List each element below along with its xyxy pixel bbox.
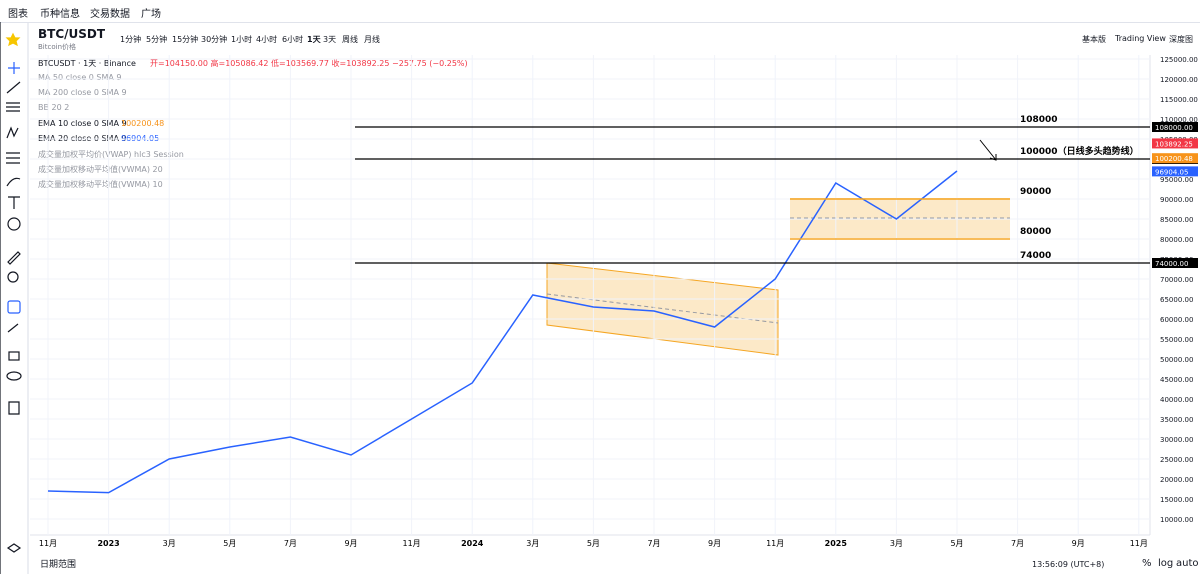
level-label: 100000（日线多头趋势线） <box>1020 145 1139 157</box>
interval[interactable]: 6小时 <box>282 35 304 44</box>
x-tick-label: 9月 <box>344 539 357 548</box>
interval[interactable]: 5分钟 <box>146 35 168 44</box>
interval[interactable]: 周线 <box>342 35 358 44</box>
tab[interactable]: 图表 <box>8 9 28 20</box>
interval[interactable]: 1分钟 <box>120 35 142 44</box>
x-tick-label: 2025 <box>825 539 848 548</box>
left-toolbar <box>0 22 29 574</box>
y-tick-label: 90000.00 <box>1160 196 1193 204</box>
y-tick-label: 45000.00 <box>1160 376 1193 384</box>
price-badge <box>1152 138 1198 149</box>
x-tick-label: 2024 <box>461 539 484 548</box>
y-tick-label: 40000.00 <box>1160 396 1193 404</box>
price-badge <box>1152 153 1198 164</box>
x-tick-label: 3月 <box>890 539 903 548</box>
x-tick-label: 11月 <box>766 539 784 548</box>
y-tick-label: 20000.00 <box>1160 476 1193 484</box>
y-tick-label: 110000.00 <box>1160 116 1198 124</box>
date-range[interactable]: 日期范围 <box>40 560 77 570</box>
top-bar: 图表 币种信息 交易数据 广场 <box>0 0 1200 23</box>
level-label: 90000 <box>1020 187 1051 197</box>
price-badge <box>1152 166 1198 177</box>
y-tick-label: 55000.00 <box>1160 336 1193 344</box>
interval[interactable]: 月线 <box>364 35 380 44</box>
interval[interactable]: 1小时 <box>231 35 253 44</box>
interval[interactable]: 4小时 <box>256 35 278 44</box>
y-tick-label: 125000.00 <box>1160 56 1198 64</box>
price-badge-text: 96904.05 <box>1155 168 1188 176</box>
y-tick-label: 60000.00 <box>1160 316 1193 324</box>
y-tick-label: 80000.00 <box>1160 236 1193 244</box>
indicator: 成交量加权平均价(VWAP) hlc3 Session <box>38 150 184 159</box>
interval[interactable]: 3天 <box>323 35 337 44</box>
pct-toggle[interactable]: % <box>1142 558 1152 569</box>
indicator: 成交量加权移动平均值(VWMA) 20 <box>38 165 163 175</box>
y-tick-label: 120000.00 <box>1160 76 1198 84</box>
y-tick-label: 35000.00 <box>1160 416 1193 424</box>
level-badge-text: 74000.00 <box>1155 260 1188 268</box>
symbol[interactable]: BTC/USDT <box>38 27 106 41</box>
indicator: BB 20 2 <box>38 103 70 113</box>
x-tick-label: 7月 <box>1011 539 1024 548</box>
y-tick-label: 70000.00 <box>1160 276 1193 284</box>
y-tick-label: 95000.00 <box>1160 176 1193 184</box>
y-tick-label: 50000.00 <box>1160 356 1193 364</box>
interval[interactable]: 30分钟 <box>201 35 228 44</box>
y-tick-label: 115000.00 <box>1160 96 1198 104</box>
x-tick-label: 7月 <box>284 539 297 548</box>
x-tick-label: 11月 <box>1130 539 1148 548</box>
level-label: 74000 <box>1020 251 1051 261</box>
x-tick-label: 3月 <box>163 539 176 548</box>
tab[interactable]: 币种信息 <box>40 9 80 20</box>
level-badge <box>1152 258 1198 268</box>
y-tick-label: 30000.00 <box>1160 436 1193 444</box>
indicator: EMA 20 close 0 SMA 9 <box>38 133 127 143</box>
channel-drawing <box>546 139 1010 356</box>
interval[interactable]: 15分钟 <box>172 35 199 44</box>
indicator-value: 96904.05 <box>121 133 160 143</box>
x-tick-label: 5月 <box>950 539 963 548</box>
x-tick-label: 11月 <box>39 539 57 548</box>
level-badge <box>1152 122 1198 132</box>
y-tick-label: 10000.00 <box>1160 516 1193 524</box>
legend-title: BTCUSDT · 1天 · Binance <box>38 59 136 68</box>
auto-toggle[interactable]: auto <box>1176 558 1199 569</box>
indicator: MA 200 close 0 SMA 9 <box>38 88 127 98</box>
view-button[interactable]: 深度图 <box>1169 35 1193 44</box>
y-tick-label: 65000.00 <box>1160 296 1193 304</box>
view-button[interactable]: Trading View <box>1115 34 1166 43</box>
indicator: 成交量加权移动平均值(VWMA) 10 <box>38 180 163 190</box>
y-tick-label: 15000.00 <box>1160 496 1193 504</box>
tab[interactable]: 广场 <box>141 9 161 20</box>
price-badge-text: 100200.48 <box>1155 155 1193 163</box>
x-tick-label: 2023 <box>97 539 119 548</box>
x-tick-label: 11月 <box>403 539 421 548</box>
price-line <box>47 170 958 494</box>
indicator: MA 50 close 0 SMA 9 <box>38 73 122 82</box>
x-tick-label: 3月 <box>526 539 539 548</box>
legend-ohlc: 开=104150.00 高=105086.42 低=103569.77 收=10… <box>150 59 468 68</box>
view-button[interactable]: 基本版 <box>1082 35 1106 44</box>
indicator-value: 100200.48 <box>121 118 165 128</box>
level-label: 80000 <box>1020 227 1051 237</box>
x-tick-label: 9月 <box>1072 539 1085 548</box>
y-tick-label: 85000.00 <box>1160 216 1193 224</box>
level-label: 108000 <box>1020 115 1058 125</box>
level-badge-text: 108000.00 <box>1155 124 1193 132</box>
interval[interactable]: 1天 <box>307 35 321 44</box>
y-tick-label: 25000.00 <box>1160 456 1193 464</box>
price-badge-text: 103892.25 <box>1155 140 1193 148</box>
x-tick-label: 7月 <box>647 539 660 548</box>
clock: 13:56:09 (UTC+8) <box>1032 560 1105 569</box>
x-tick-label: 5月 <box>587 539 600 548</box>
indicator: EMA 10 close 0 SMA 9 <box>38 118 127 128</box>
x-tick-label: 5月 <box>223 539 236 548</box>
log-toggle[interactable]: log <box>1158 558 1174 569</box>
x-tick-label: 9月 <box>708 539 721 548</box>
tab[interactable]: 交易数据 <box>90 9 130 20</box>
symbol-sub: Bitcoin价格 <box>38 43 77 51</box>
